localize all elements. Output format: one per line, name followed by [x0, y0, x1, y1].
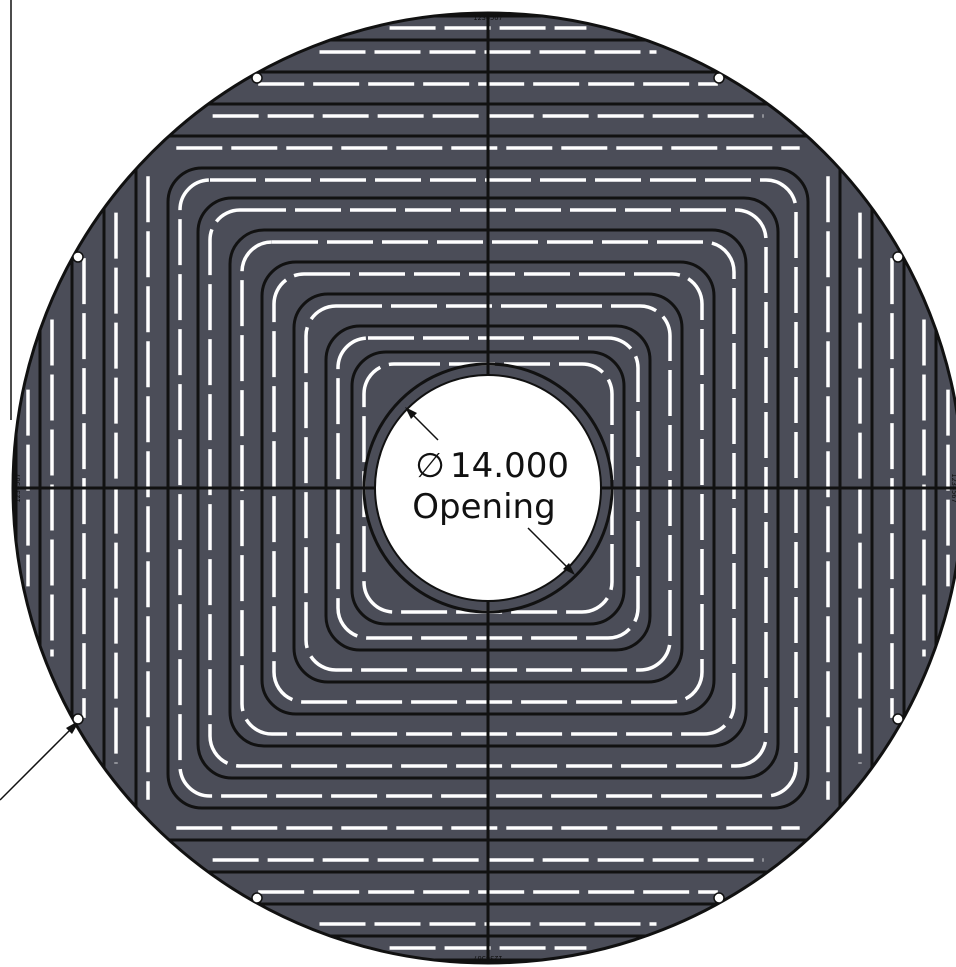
- rim-mark-left: 1234567: [14, 473, 22, 503]
- diameter-dimension: ∅ 14.000 Opening: [405, 407, 575, 575]
- rim-mark-bottom: 1234567: [473, 954, 503, 962]
- rim-notch: [892, 713, 904, 725]
- diameter-symbol: ∅: [415, 446, 445, 486]
- diameter-value: 14.000: [450, 446, 569, 486]
- rim-notch: [251, 892, 263, 904]
- rim-notch: [713, 72, 725, 84]
- dimension-leader-upper: [409, 411, 439, 441]
- leader-arrow-bottom-left: [0, 720, 80, 801]
- rim-notch: [892, 251, 904, 263]
- rim-notch: [251, 72, 263, 84]
- rim-notch: [713, 892, 725, 904]
- rim-mark-right: 1234567: [950, 473, 956, 503]
- dimension-leader-lower: [527, 527, 571, 571]
- opening-label: Opening: [412, 487, 555, 527]
- rim-mark-top: 1234567: [473, 14, 503, 22]
- rim-notch: [72, 713, 84, 725]
- center-opening-ring: [362, 362, 614, 614]
- rim-notch: [72, 251, 84, 263]
